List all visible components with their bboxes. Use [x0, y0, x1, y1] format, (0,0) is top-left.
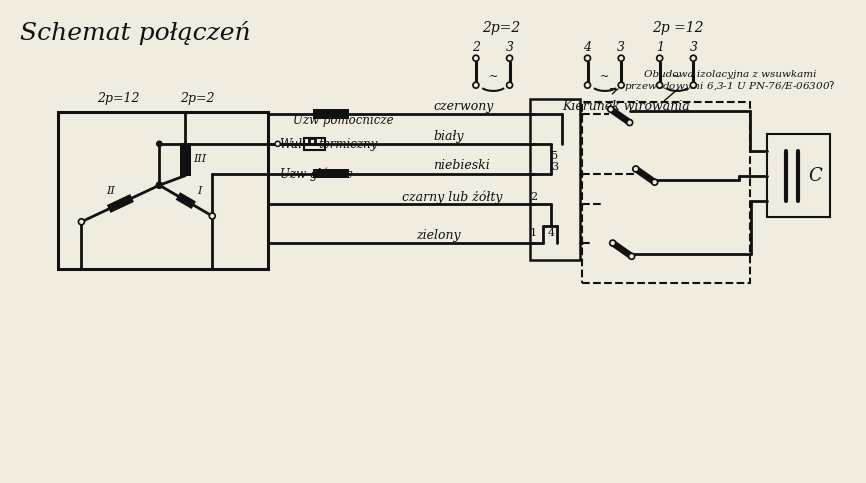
Text: termiczny: termiczny	[318, 138, 378, 151]
Text: ~: ~	[672, 72, 682, 83]
Text: 2p=12: 2p=12	[97, 92, 139, 105]
Circle shape	[507, 83, 512, 87]
Text: przewodowymi 6,3-1 U PN-76/E-06300$\mathit{?}$: przewodowymi 6,3-1 U PN-76/E-06300$\math…	[624, 79, 836, 93]
Text: 2p =12: 2p =12	[652, 21, 704, 35]
Circle shape	[156, 141, 163, 147]
Bar	[582, 102, 750, 284]
Text: biały: biały	[434, 129, 464, 142]
Text: 3: 3	[552, 162, 559, 172]
Circle shape	[506, 81, 514, 89]
Circle shape	[584, 81, 591, 89]
Circle shape	[628, 120, 632, 125]
Circle shape	[474, 56, 478, 60]
Circle shape	[210, 214, 215, 218]
Circle shape	[609, 239, 617, 247]
Circle shape	[626, 119, 634, 127]
Text: ~: ~	[488, 72, 498, 83]
Text: 4: 4	[584, 41, 591, 54]
Circle shape	[691, 83, 695, 87]
Bar	[530, 99, 580, 260]
Text: III: III	[193, 154, 206, 164]
Circle shape	[611, 241, 615, 245]
Text: Schemat połączeń: Schemat połączeń	[20, 21, 250, 45]
Circle shape	[632, 165, 640, 173]
Circle shape	[656, 55, 663, 62]
Text: Uzw główne: Uzw główne	[280, 168, 352, 182]
Text: II: II	[106, 186, 114, 196]
Text: 2p=2: 2p=2	[179, 92, 214, 105]
Circle shape	[656, 81, 663, 89]
Circle shape	[657, 83, 662, 87]
Circle shape	[507, 56, 512, 60]
Circle shape	[474, 83, 478, 87]
Circle shape	[585, 56, 590, 60]
Text: 3: 3	[689, 41, 697, 54]
Bar	[609, 107, 631, 125]
Circle shape	[80, 220, 83, 224]
Text: 2p=2: 2p=2	[481, 21, 520, 35]
Circle shape	[634, 167, 638, 171]
Text: 1: 1	[530, 228, 537, 238]
Text: Kierunek wirowania: Kierunek wirowania	[562, 100, 690, 113]
Text: 5: 5	[552, 151, 559, 161]
Circle shape	[607, 105, 615, 113]
Circle shape	[209, 212, 216, 220]
Bar	[304, 138, 325, 150]
Circle shape	[585, 83, 590, 87]
Text: C: C	[809, 167, 823, 185]
Text: czerwony: czerwony	[434, 100, 494, 113]
Text: I: I	[197, 186, 202, 196]
Text: 3: 3	[506, 41, 514, 54]
Circle shape	[630, 254, 634, 258]
Text: 1: 1	[656, 41, 663, 54]
Circle shape	[275, 141, 281, 147]
Bar	[176, 192, 196, 209]
Bar	[180, 143, 191, 176]
Circle shape	[472, 81, 480, 89]
Bar	[107, 194, 134, 213]
Bar	[313, 169, 349, 179]
Circle shape	[472, 55, 480, 62]
Bar	[634, 166, 656, 185]
Circle shape	[691, 56, 695, 60]
Circle shape	[584, 55, 591, 62]
Circle shape	[651, 178, 658, 186]
Bar	[611, 241, 634, 259]
Circle shape	[609, 107, 613, 112]
Circle shape	[276, 142, 280, 146]
Bar	[58, 112, 268, 269]
Circle shape	[156, 181, 163, 189]
Circle shape	[689, 55, 697, 62]
Bar	[767, 134, 830, 217]
Text: 2: 2	[530, 192, 537, 202]
Text: Uzw pomocnicze: Uzw pomocnicze	[293, 114, 394, 127]
Text: Obudowa izolacyjna z wsuwkami: Obudowa izolacyjna z wsuwkami	[643, 70, 816, 79]
Circle shape	[78, 218, 85, 226]
Bar	[313, 109, 349, 119]
Circle shape	[617, 55, 625, 62]
Text: niebieski: niebieski	[434, 159, 490, 172]
Circle shape	[657, 56, 662, 60]
Text: 3: 3	[617, 41, 625, 54]
Circle shape	[689, 81, 697, 89]
Text: 2: 2	[472, 41, 480, 54]
Circle shape	[628, 253, 636, 260]
Circle shape	[617, 81, 625, 89]
Text: czarny lub żółty: czarny lub żółty	[402, 190, 502, 203]
Text: 4: 4	[547, 228, 554, 238]
Circle shape	[619, 56, 624, 60]
Text: Wuł.: Wuł.	[280, 138, 307, 151]
Text: ~: ~	[600, 72, 610, 83]
Circle shape	[653, 180, 656, 185]
Circle shape	[506, 55, 514, 62]
Circle shape	[619, 83, 624, 87]
Text: zielony: zielony	[417, 229, 461, 242]
